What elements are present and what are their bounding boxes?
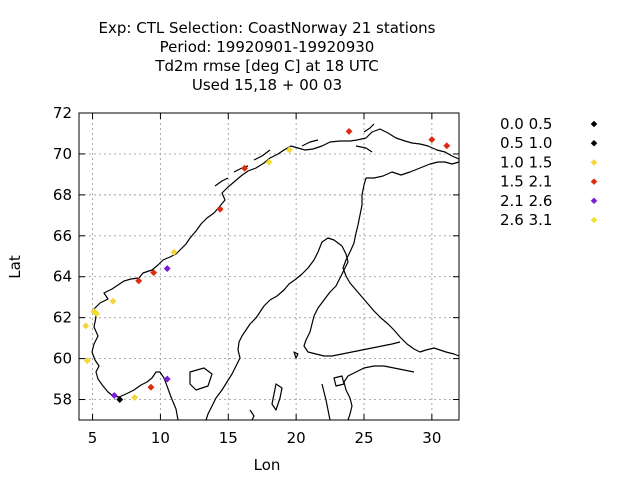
station-point — [147, 383, 155, 391]
station-point — [170, 248, 178, 256]
legend-marker — [590, 216, 598, 224]
station-point — [443, 142, 451, 150]
y-tick-label: 72 — [53, 104, 72, 122]
legend-label: 1.5 2.1 — [500, 173, 552, 191]
station-point — [163, 375, 171, 383]
coastline-map — [91, 123, 460, 421]
title-line-3: Td2m rmse [deg C] at 18 UTC — [154, 57, 378, 75]
gotland-island — [271, 383, 283, 411]
saaremaa-island — [333, 375, 345, 387]
x-tick-label: 30 — [422, 429, 441, 447]
station-point — [135, 277, 143, 285]
x-tick-label: 25 — [354, 429, 373, 447]
legend-label: 1.0 1.5 — [500, 153, 552, 171]
y-tick-label: 66 — [53, 227, 72, 245]
chart-title: Exp: CTL Selection: CoastNorway 21 stati… — [99, 19, 436, 94]
station-point — [116, 395, 124, 404]
y-tick-label: 68 — [53, 186, 72, 204]
oland-island — [249, 409, 255, 421]
legend-marker — [590, 197, 598, 205]
station-point — [109, 297, 117, 305]
latvia-coast — [321, 383, 331, 421]
axes: 5 10 15 20 25 30 58 60 62 64 66 68 70 72 — [53, 104, 460, 447]
station-point — [265, 158, 273, 166]
station-point — [428, 136, 436, 144]
legend-marker — [590, 159, 598, 166]
legend-marker — [590, 178, 598, 185]
legend: 0.0 0.50.5 1.01.0 1.5 1.5 2.12.1 2.62.6 3… — [500, 115, 598, 229]
denmark-coast — [189, 367, 213, 391]
station-point — [110, 391, 118, 399]
y-tick-label: 62 — [53, 309, 72, 327]
station-point — [345, 127, 353, 135]
station-point — [163, 264, 171, 273]
legend-marker — [590, 139, 598, 147]
station-point — [131, 393, 139, 402]
x-tick-label: 15 — [219, 429, 238, 447]
y-tick-label: 70 — [53, 145, 72, 163]
legend-label: 2.1 2.6 — [500, 192, 552, 210]
x-tick-label: 20 — [287, 429, 306, 447]
x-tick-label: 5 — [88, 429, 98, 447]
station-point — [285, 146, 293, 154]
legend-label: 0.0 0.5 — [500, 115, 552, 133]
plot-frame — [78, 112, 460, 421]
title-line-4: Used 15,18 + 00 03 — [192, 76, 342, 94]
station-point — [150, 269, 158, 277]
scandinavia-coastline — [91, 128, 460, 421]
baltic-coast — [343, 365, 415, 421]
station-point — [83, 357, 91, 365]
y-tick-label: 64 — [53, 268, 72, 286]
y-axis-label: Lat — [6, 255, 24, 279]
sweden-east-coast — [205, 237, 343, 421]
legend-label: 2.6 3.1 — [500, 211, 552, 229]
x-tick-label: 10 — [151, 429, 170, 447]
aland-islands — [293, 351, 299, 359]
legend-marker — [590, 120, 598, 128]
title-line-1: Exp: CTL Selection: CoastNorway 21 stati… — [99, 19, 436, 37]
station-point — [82, 322, 90, 330]
legend-label: 0.5 1.0 — [500, 134, 552, 152]
station-markers — [82, 127, 451, 404]
y-tick-label: 58 — [53, 391, 72, 409]
station-point — [216, 205, 224, 213]
station-point — [90, 307, 98, 316]
y-tick-label: 60 — [53, 350, 72, 368]
station-point — [241, 164, 249, 172]
finland-coast — [303, 245, 401, 357]
x-axis-label: Lon — [254, 456, 281, 474]
title-line-2: Period: 19920901-19920930 — [160, 38, 375, 56]
station-point — [93, 310, 101, 318]
